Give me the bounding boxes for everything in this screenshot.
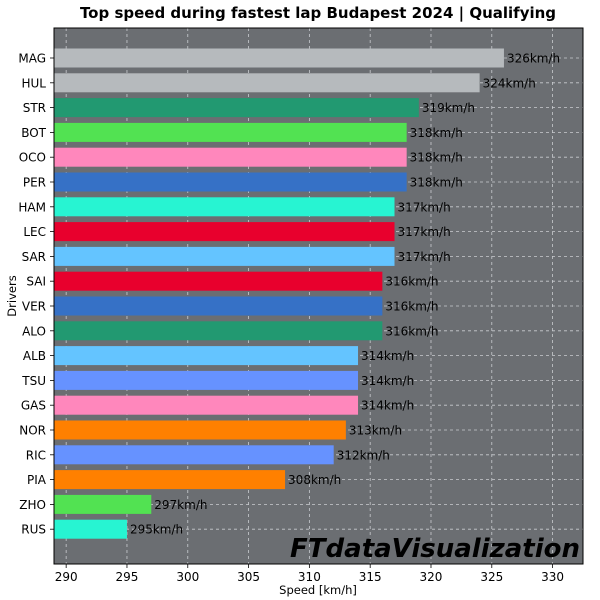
data-label: 317km/h <box>398 200 451 214</box>
x-tick-label: 310 <box>298 570 321 584</box>
y-tick-label: NOR <box>19 424 46 438</box>
data-label: 314km/h <box>361 349 414 363</box>
x-tick-label: 315 <box>359 570 382 584</box>
plot-frame <box>53 27 584 565</box>
bar-ver <box>54 296 383 316</box>
y-tick-label: PIA <box>27 473 47 487</box>
bar-gas <box>54 395 359 415</box>
bar-mag <box>54 48 504 68</box>
bar-ham <box>54 197 395 217</box>
bar-per <box>54 172 407 192</box>
x-tick-label: 295 <box>116 570 139 584</box>
data-label: 316km/h <box>385 300 438 314</box>
x-tick-label: 320 <box>420 570 443 584</box>
bar-rus <box>54 519 127 539</box>
data-label: 318km/h <box>410 151 463 165</box>
data-label: 316km/h <box>385 275 438 289</box>
bar-alo <box>54 321 383 341</box>
y-tick-label: ALB <box>23 349 46 363</box>
data-label: 318km/h <box>410 126 463 140</box>
data-label: 316km/h <box>385 324 438 338</box>
bar-nor <box>54 420 346 440</box>
y-tick-label: TSU <box>21 374 46 388</box>
data-label: 314km/h <box>361 374 414 388</box>
data-label: 324km/h <box>483 76 536 90</box>
y-tick-label: GAS <box>21 399 46 413</box>
y-tick-label: MAG <box>18 52 46 66</box>
data-label: 313km/h <box>349 424 402 438</box>
y-tick-label: VER <box>22 300 46 314</box>
y-tick-label: SAR <box>22 250 46 264</box>
x-tick-labels: 290 295 300 305 310 315 320 325 330 <box>55 564 564 584</box>
bar-hul <box>54 73 480 93</box>
bar-str <box>54 98 419 118</box>
bar-ric <box>54 445 334 465</box>
y-tick-label: ZHO <box>19 498 46 512</box>
bar-zho <box>54 494 152 514</box>
bar-group: 326km/h 324km/h 319km/h 318km/h 318km/h 318km… <box>54 48 560 539</box>
y-tick-label: SAI <box>26 275 46 289</box>
x-tick-label: 330 <box>541 570 564 584</box>
y-tick-label: PER <box>23 176 46 190</box>
bar-oco <box>54 147 407 167</box>
data-label: 326km/h <box>507 52 560 66</box>
x-tick-label: 300 <box>176 570 199 584</box>
watermark-logo: FTdataVisualization <box>290 534 580 564</box>
bar-alb <box>54 346 359 366</box>
data-label: 312km/h <box>337 448 390 462</box>
x-tick-label: 325 <box>480 570 503 584</box>
y-tick-labels: MAG HUL STR BOT OCO PER HAM LEC SAR SAI VER ALO ALB T… <box>18 52 54 537</box>
x-axis-label: Speed [km/h] <box>279 583 357 597</box>
y-tick-label: STR <box>23 101 46 115</box>
x-tick-label: 305 <box>237 570 260 584</box>
data-label: 317km/h <box>398 225 451 239</box>
data-label: 314km/h <box>361 399 414 413</box>
data-label: 295km/h <box>130 523 183 537</box>
data-label: 318km/h <box>410 176 463 190</box>
y-tick-label: LEC <box>23 225 46 239</box>
y-tick-label: HAM <box>18 200 46 214</box>
bar-sai <box>54 271 383 291</box>
bar-tsu <box>54 370 359 390</box>
data-label: 319km/h <box>422 101 475 115</box>
data-label: 308km/h <box>288 473 341 487</box>
y-tick-label: OCO <box>19 151 46 165</box>
data-label: 297km/h <box>154 498 207 512</box>
bar-pia <box>54 470 286 490</box>
bar-sar <box>54 246 395 266</box>
bar-lec <box>54 222 395 242</box>
y-tick-label: RIC <box>26 448 46 462</box>
y-tick-label: BOT <box>21 126 46 140</box>
x-tick-label: 290 <box>55 570 78 584</box>
y-tick-label: ALO <box>22 324 46 338</box>
y-tick-label: RUS <box>21 523 46 537</box>
y-tick-label: HUL <box>22 76 47 90</box>
bar-bot <box>54 122 407 142</box>
y-axis-label: Drivers <box>5 275 19 316</box>
chart-title: Top speed during fastest lap Budapest 20… <box>80 4 556 23</box>
data-label: 317km/h <box>398 250 451 264</box>
